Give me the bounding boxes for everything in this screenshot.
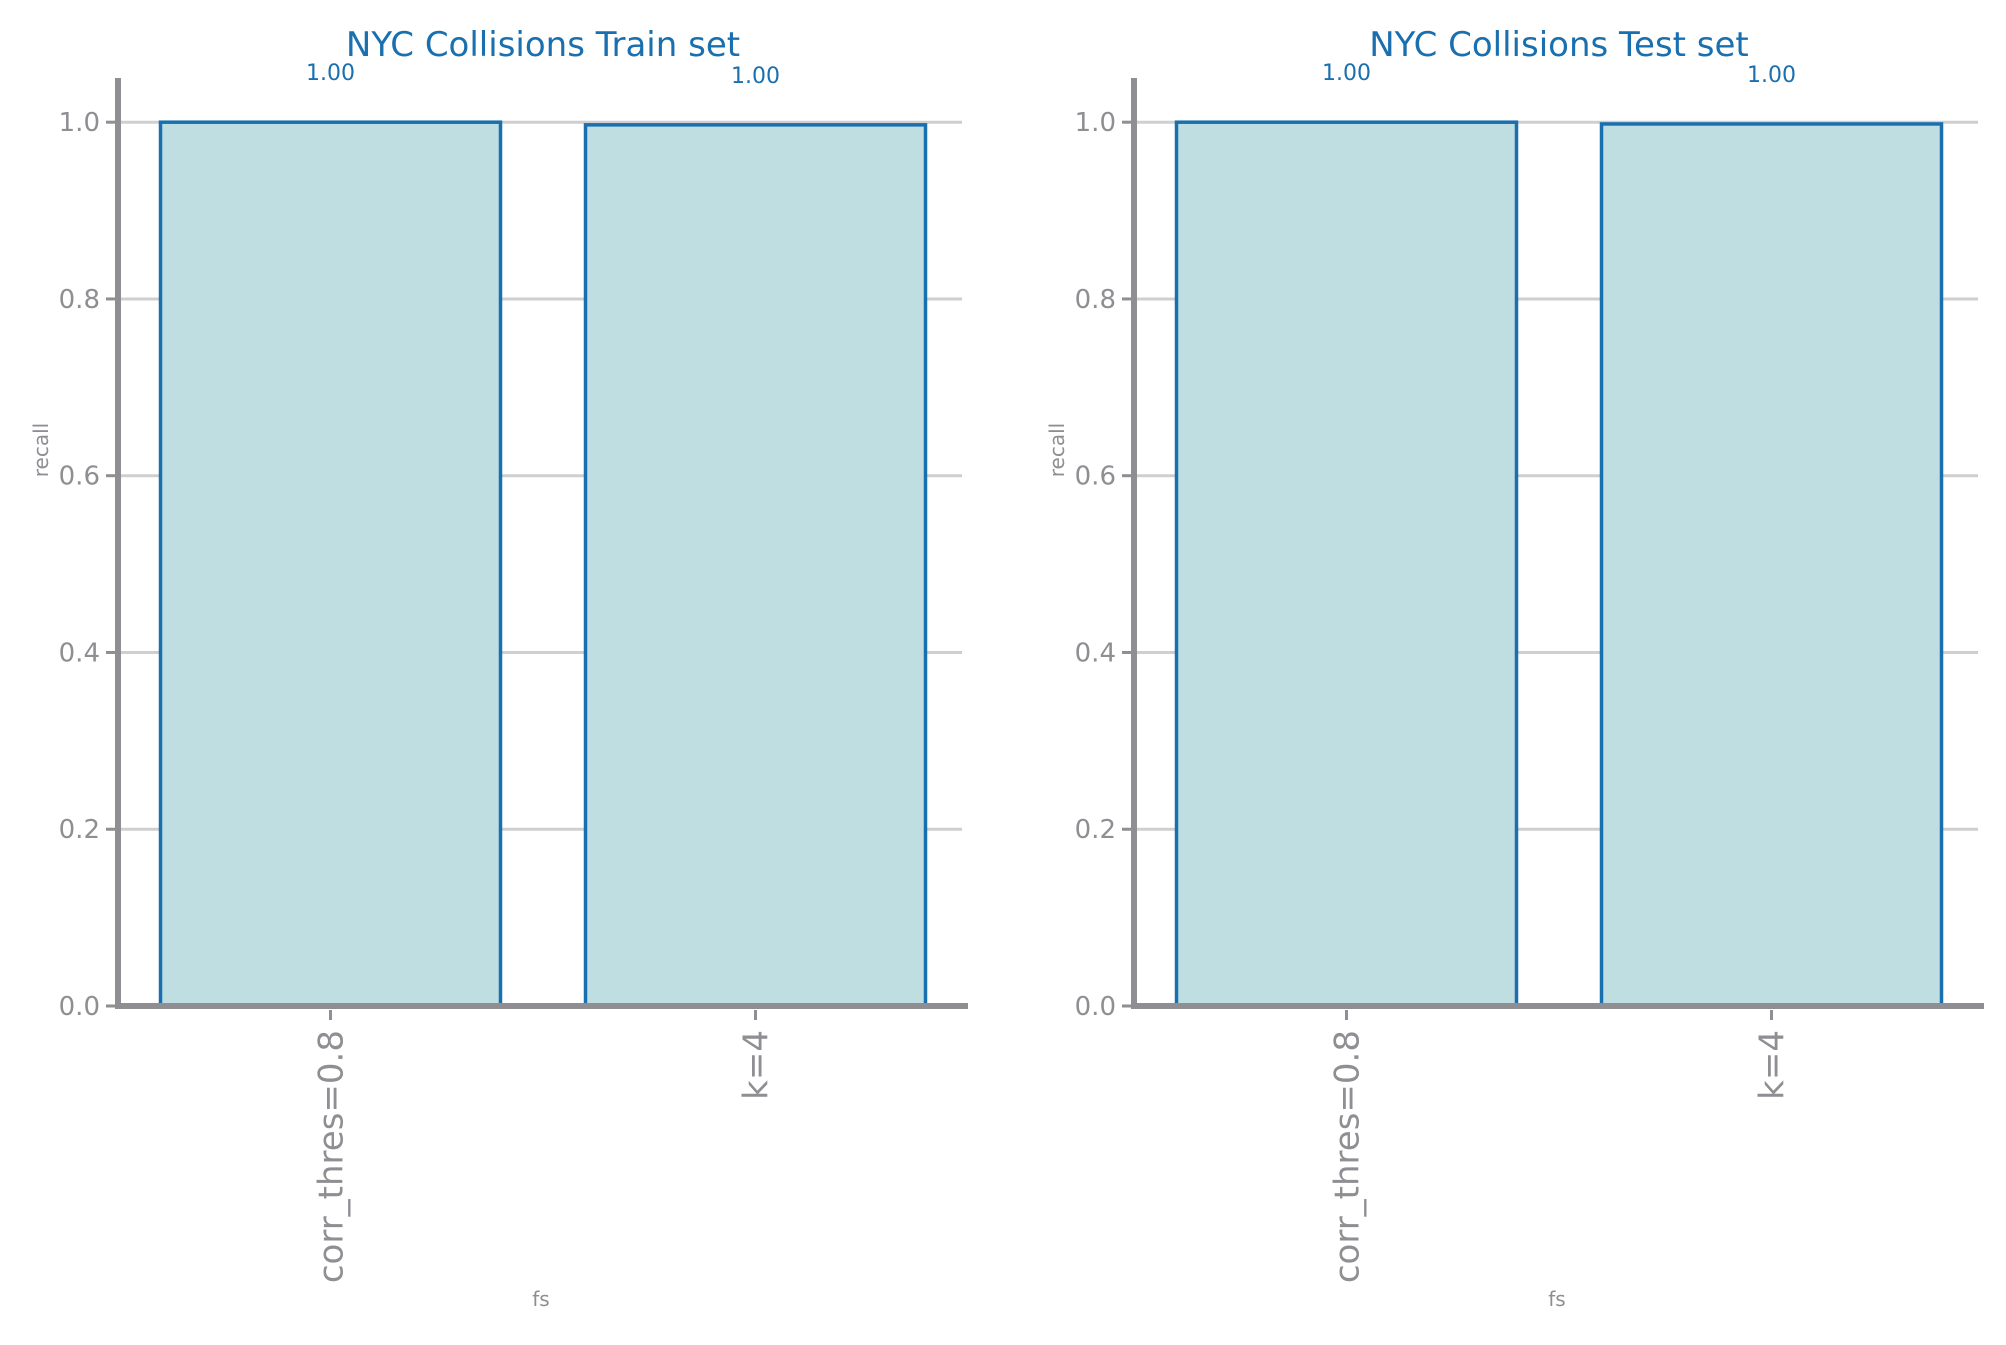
y-tick-label: 0.4 [59,638,100,668]
bar-k-4 [1599,122,1944,1008]
x-axis-label: fs [532,1287,549,1311]
bar-corr-thres-0-8 [1174,120,1519,1008]
y-tick-label: 0.6 [59,462,100,492]
x-tick-label: k=4 [737,1030,777,1100]
chart-title: NYC Collisions Train set [346,25,740,65]
y-tick-label: 0.0 [59,992,100,1022]
y-tick-label: 0.8 [59,285,100,315]
x-tick-label: corr_thres=0.8 [312,1030,352,1283]
y-axis-label: recall [29,423,53,477]
y-tick-label: 1.0 [59,108,100,138]
x-tick-label: corr_thres=0.8 [1328,1030,1368,1283]
x-tick-label: k=4 [1753,1030,1793,1100]
bar-corr-thres-0-8 [158,120,503,1008]
y-tick-label: 0.0 [1075,992,1116,1022]
y-tick-label: 0.2 [1075,815,1116,845]
y-tick-label: 0.8 [1075,285,1116,315]
y-tick-label: 0.6 [1075,462,1116,492]
chart-title: NYC Collisions Test set [1369,25,1749,65]
chart-panel-1: 1.00 corr_thres=0.8 1.00 k=4 0.0 0.2 0.4 0.6 0.8… [1045,25,1984,1311]
x-axis-label: fs [1548,1287,1565,1311]
data-label: 1.00 [1322,61,1371,86]
data-label: 1.00 [1747,63,1796,88]
chart-panel-0: 1.00 corr_thres=0.8 1.00 k=4 0.0 0.2 0.4 0.6 0.8… [29,25,968,1311]
y-tick-label: 0.2 [59,815,100,845]
bar-k-4 [583,123,928,1008]
y-axis-label: recall [1045,423,1069,477]
y-tick-label: 0.4 [1075,638,1116,668]
y-tick-label: 1.0 [1075,108,1116,138]
data-label: 1.00 [306,61,355,86]
data-label: 1.00 [731,64,780,89]
